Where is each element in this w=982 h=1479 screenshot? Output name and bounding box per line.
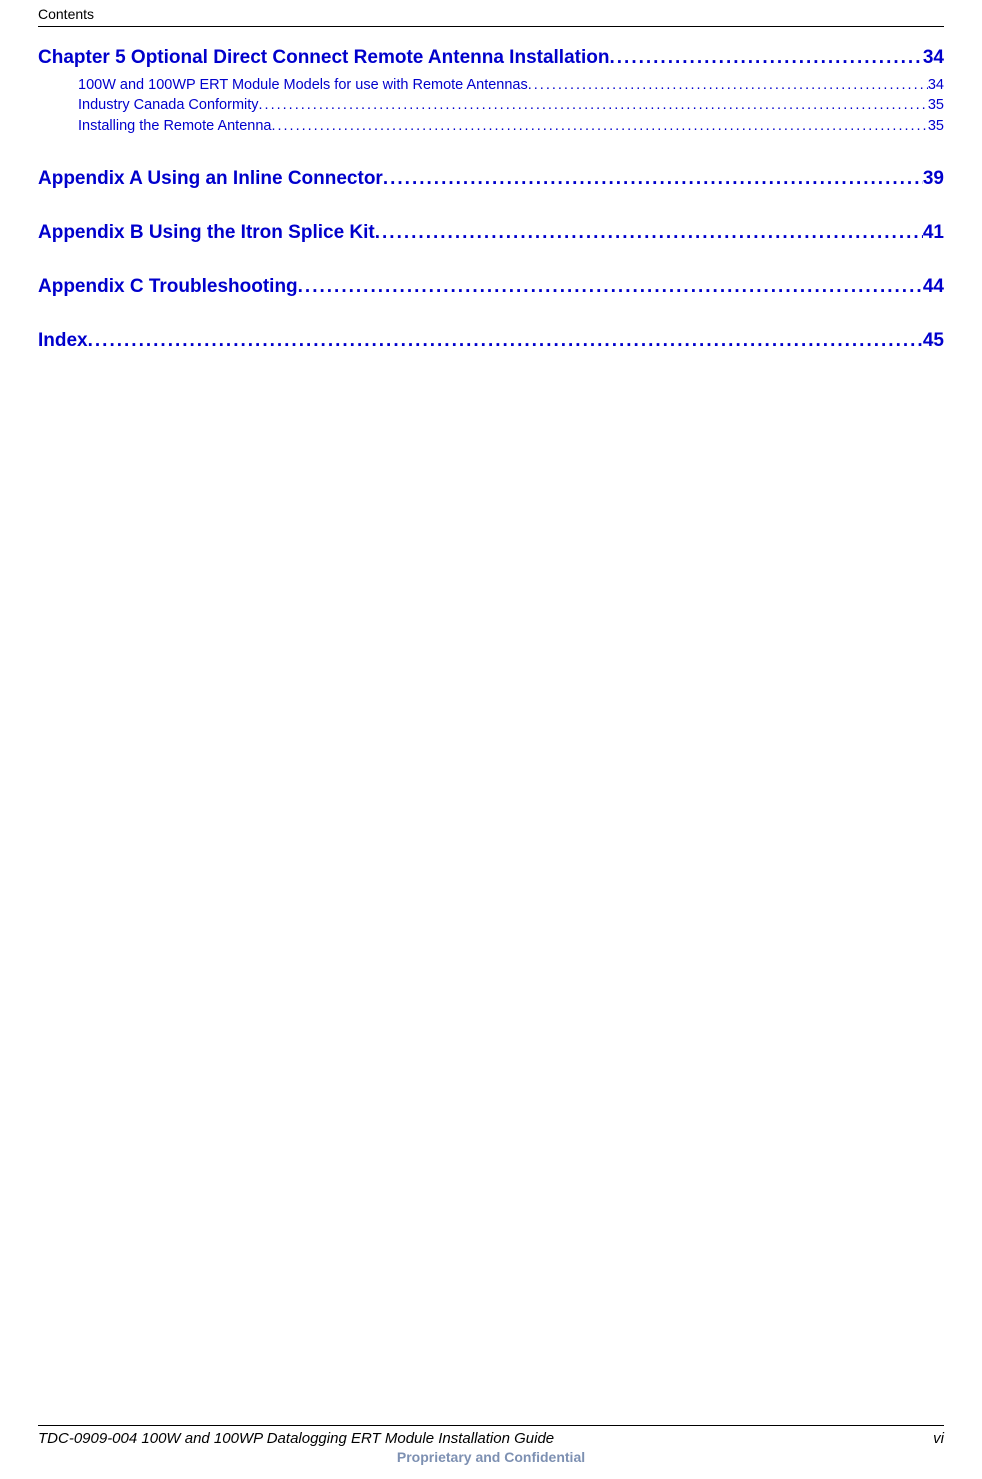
toc-chapter-page: 45 <box>923 330 944 352</box>
toc-chapter-title: Appendix C Troubleshooting <box>38 276 298 298</box>
toc-chapter-row[interactable]: Appendix B Using the Itron Splice Kit...… <box>38 222 944 244</box>
toc-leader-dots: ........................................… <box>298 276 923 298</box>
toc-chapter-page: 44 <box>923 276 944 298</box>
toc-leader-dots: ........................................… <box>375 222 923 244</box>
toc-sub-row[interactable]: 100W and 100WP ERT Module Models for use… <box>78 75 944 95</box>
toc-sub-page: 34 <box>928 75 944 95</box>
footer-rule <box>38 1425 944 1426</box>
toc-chapter-page: 34 <box>923 47 944 69</box>
toc-leader-dots: ........................................… <box>528 75 928 95</box>
toc-chapter-row[interactable]: Index...................................… <box>38 330 944 352</box>
toc-sub-title: Installing the Remote Antenna <box>78 116 271 136</box>
toc-chapter-row[interactable]: Appendix A Using an Inline Connector....… <box>38 168 944 190</box>
footer: TDC-0909-004 100W and 100WP Datalogging … <box>38 1425 944 1479</box>
toc-sub-title: Industry Canada Conformity <box>78 95 259 115</box>
footer-confidential: Proprietary and Confidential <box>38 1449 944 1465</box>
toc-leader-dots: ........................................… <box>259 95 928 115</box>
toc-chapter-title: Chapter 5 Optional Direct Connect Remote… <box>38 47 609 69</box>
header-label: Contents <box>38 0 944 26</box>
toc-sub-page: 35 <box>928 95 944 115</box>
footer-doc-title: TDC-0909-004 100W and 100WP Datalogging … <box>38 1430 554 1447</box>
toc-leader-dots: ........................................… <box>271 116 927 136</box>
toc-sub-title: 100W and 100WP ERT Module Models for use… <box>78 75 528 95</box>
toc-leader-dots: ........................................… <box>88 330 923 352</box>
toc-chapter-row[interactable]: Appendix C Troubleshooting..............… <box>38 276 944 298</box>
toc-chapter-row[interactable]: Chapter 5 Optional Direct Connect Remote… <box>38 47 944 69</box>
toc-leader-dots: ........................................… <box>383 168 923 190</box>
footer-line1: TDC-0909-004 100W and 100WP Datalogging … <box>38 1430 944 1447</box>
toc-sub-row[interactable]: Installing the Remote Antenna ..........… <box>78 116 944 136</box>
toc-chapter-title: Appendix B Using the Itron Splice Kit <box>38 222 375 244</box>
toc-content: Chapter 5 Optional Direct Connect Remote… <box>38 41 944 1425</box>
toc-chapter-title: Appendix A Using an Inline Connector <box>38 168 383 190</box>
toc-chapter-title: Index <box>38 330 88 352</box>
toc-sub-row[interactable]: Industry Canada Conformity .............… <box>78 95 944 115</box>
toc-sub-page: 35 <box>928 116 944 136</box>
toc-chapter-page: 39 <box>923 168 944 190</box>
header-rule <box>38 26 944 27</box>
page: Contents Chapter 5 Optional Direct Conne… <box>0 0 982 1479</box>
toc-chapter-page: 41 <box>923 222 944 244</box>
footer-page-number: vi <box>933 1430 944 1447</box>
toc-leader-dots: ........................................… <box>609 47 922 69</box>
